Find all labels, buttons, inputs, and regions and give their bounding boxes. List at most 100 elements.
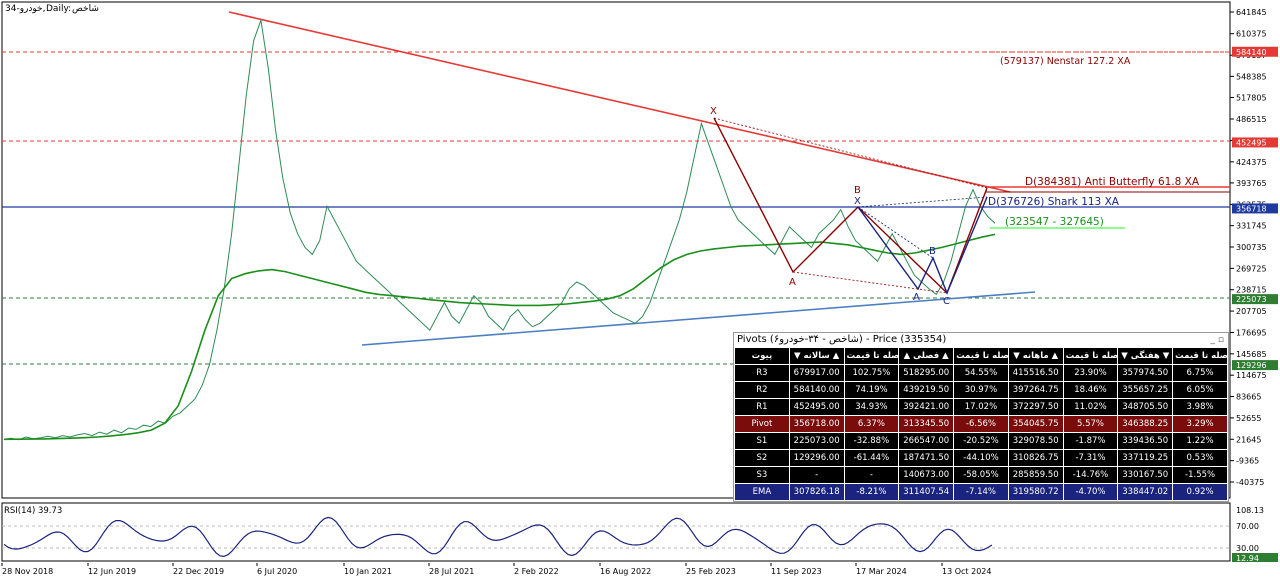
pivot-cell: 18.46% [1063,382,1118,398]
pivot-cell: 337119.25 [1118,450,1173,466]
pivot-cell: 187471.50 [899,450,954,466]
pivot-cell: -1.87% [1063,433,1118,449]
pivot-cell: 397264.75 [1008,382,1063,398]
pivot-cell: 129296.00 [789,450,844,466]
pivot-row-name: Pivot [735,416,789,432]
pivot-cell: 17.02% [954,399,1008,415]
pivot-cell: -8.21% [844,484,899,500]
pivot-cell: 338447.02 [1118,484,1173,500]
y-tick-label: 52655 [1236,414,1261,423]
rsi-current-value: 12.94 [1236,554,1259,563]
x-axis-label: 10 Jan 2021 [344,567,392,576]
rsi-tick-70: 70.00 [1236,522,1259,531]
y-tick-label: -40375 [1236,478,1264,487]
pivot-cell: 3.29% [1173,416,1227,432]
panel-minimize-close-icon[interactable]: _ ▫ [1210,335,1224,345]
main-plot-border [1,1,1231,499]
price-level-badge [1232,203,1278,214]
shark-pattern[interactable] [857,196,988,295]
y-tick-label: 176695 [1236,328,1267,337]
pivot-row: R2 584140.00 74.19% 439219.50 30.97% 397264.7… [735,382,1227,398]
ema-series-line [3,233,996,441]
pivot-cell: -4.70% [1063,484,1118,500]
rsi-series-line [3,516,993,558]
y-tick-label: 424375 [1236,158,1267,167]
pivot-row: S1 225073.00 -32.88% 266547.00 -20.52% 329078… [735,433,1227,449]
timeframe-label: Daily: [46,4,71,14]
resistance-trendline[interactable] [228,11,1011,193]
point-label-x2: X [854,196,861,207]
point-label-x1: X [710,106,717,117]
y-tick-label: 548385 [1236,72,1267,81]
pivot-row-name: S2 [735,450,789,466]
nenstar-annotation: (579137) Nenstar 127.2 XA [1000,56,1131,67]
y-tick-label: 300735 [1236,243,1267,252]
point-label-a1: A [789,277,796,288]
y-tick-label: 517805 [1236,93,1267,102]
pivot-header-cell: فاصله تا قیمت [954,348,1008,364]
pivot-cell: 74.19% [844,382,899,398]
pivot-cell: 355657.25 [1118,382,1173,398]
anti-butterfly-annotation: D(384381) Anti Butterfly 61.8 XA [1025,176,1200,188]
y-tick-label: 207705 [1236,307,1267,316]
point-label-c1: C [943,296,950,307]
pivot-cell: 285859.50 [1008,467,1063,483]
y-tick-label: 641845 [1236,8,1267,17]
pivot-header-cell: فاصله تا قیمت [1173,348,1227,364]
point-label-b2: B [929,246,936,257]
y-tick-label: 486515 [1236,115,1267,124]
pivot-header-cell: پیوت [735,348,789,364]
point-label-a2: A [913,292,920,303]
pivot-header-cell: ▼ ماهانه ▲ [1008,348,1063,364]
pivot-cell: 319580.72 [1008,484,1063,500]
price-level-badge-label: 129296 [1236,361,1267,370]
pivot-cell: - [789,467,844,483]
shark-xd-dotted [857,196,988,208]
name-label: شاخص [72,4,99,14]
pivot-cell: -44.10% [954,450,1008,466]
pivot-cell: 102.75% [844,365,899,381]
pivot-header-cell: فاصله تا قیمت [1063,348,1118,364]
pivot-cell: 415516.50 [1008,365,1063,381]
rsi-plot-border [1,502,1231,562]
y-tick-label: 269725 [1236,264,1267,273]
support-trendline[interactable] [361,291,1036,346]
pivot-row: S2 129296.00 -61.44% 187471.50 -44.10% 310826… [735,450,1227,466]
pivot-cell: 452495.00 [789,399,844,415]
pivot-row: R3 679917.00 102.75% 518295.00 54.55% 415516.… [735,365,1227,381]
y-tick-label: 83665 [1236,393,1261,402]
pivot-cell: 329078.50 [1008,433,1063,449]
pivot-cell: 6.75% [1173,365,1227,381]
price-level-badge-label: 225073 [1236,295,1267,304]
pivot-cell: 3.98% [1173,399,1227,415]
price-level-badge-label: 584140 [1236,48,1267,57]
pattern-ac-dotted [792,271,948,294]
pivot-cell: 679917.00 [789,365,844,381]
price-level-badge-label: 356718 [1236,204,1267,213]
pivot-cell: 313345.50 [899,416,954,432]
x-axis-label: 16 Aug 2022 [600,567,651,576]
x-axis-label: 25 Feb 2023 [686,567,736,576]
pivot-cell: -32.88% [844,433,899,449]
pivot-row-name: R3 [735,365,789,381]
price-level-badge [1232,360,1278,371]
pivot-cell: 11.02% [1063,399,1118,415]
pivot-cell: 392421.00 [899,399,954,415]
pivot-cell: - [844,467,899,483]
pivot-row: R1 452495.00 34.93% 392421.00 17.02% 372297.5… [735,399,1227,415]
x-axis-label: 17 Mar 2024 [856,567,907,576]
price-level-badge [1232,294,1278,305]
rsi-current-badge [1232,553,1278,562]
y-tick-label: 610375 [1236,30,1267,39]
pivot-panel-title[interactable]: Pivots (شاخص - ۳۴-خودرو۶) - Price (33535… [734,333,1228,347]
rsi-label: RSI(14) 39.73 [4,506,62,516]
pivot-panel[interactable]: Pivots (شاخص - ۳۴-خودرو۶) - Price (33535… [733,332,1229,502]
pivot-row-name: R1 [735,399,789,415]
pivot-cell: -6.56% [954,416,1008,432]
pivot-cell: 357974.50 [1118,365,1173,381]
x-axis-label: 28 Nov 2018 [2,567,53,576]
pivot-cell: 307826.18 [789,484,844,500]
pivot-row-name: EMA [735,484,789,500]
